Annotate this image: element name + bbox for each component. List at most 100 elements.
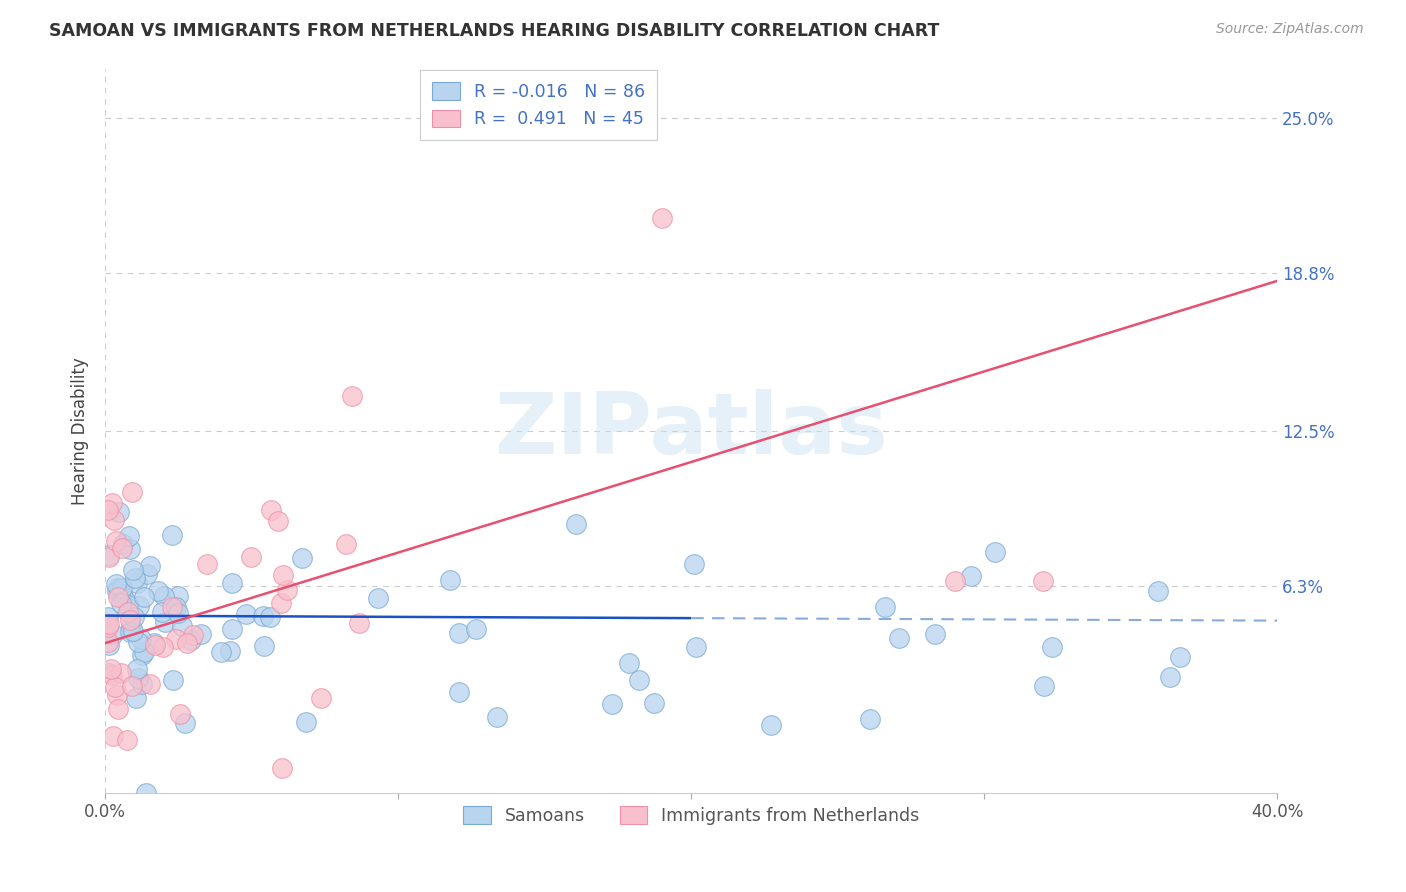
Point (759, 718, 782, 732)
Point (105, 688, 128, 702)
Text: SAMOAN VS IMMIGRANTS FROM NETHERLANDS HEARING DISABILITY CORRELATION CHART: SAMOAN VS IMMIGRANTS FROM NETHERLANDS HE… (49, 22, 939, 40)
Point (117, 598, 139, 612)
Point (101, 668, 124, 682)
Point (105, 584, 128, 599)
Point (449, 626, 471, 640)
Text: Source: ZipAtlas.com: Source: ZipAtlas.com (1216, 22, 1364, 37)
Point (103, 512, 125, 526)
Point (142, 636, 165, 650)
Point (128, 599, 150, 613)
Point (252, 608, 274, 623)
Point (125, 662, 148, 676)
Point (129, 632, 152, 646)
Point (167, 589, 190, 603)
Point (162, 673, 184, 687)
Point (152, 589, 174, 603)
Point (110, 665, 132, 680)
Point (160, 527, 183, 541)
Point (107, 590, 129, 604)
Point (108, 504, 131, 518)
Point (139, 558, 162, 573)
Point (859, 712, 882, 726)
Point (943, 574, 966, 588)
Point (118, 625, 141, 640)
Point (117, 605, 139, 619)
Point (685, 640, 707, 654)
Point (190, 626, 212, 640)
Point (209, 645, 232, 659)
Point (115, 733, 138, 747)
Point (291, 551, 314, 566)
Point (125, 575, 148, 590)
Point (100, 661, 122, 675)
Point (107, 702, 129, 716)
Point (271, 761, 294, 775)
Point (121, 484, 143, 499)
Point (97, 609, 120, 624)
Point (984, 545, 1007, 559)
Point (960, 569, 983, 583)
Point (167, 607, 190, 621)
Point (221, 576, 243, 591)
Point (295, 714, 318, 729)
Point (1159, 670, 1181, 684)
Point (122, 563, 145, 577)
Point (122, 624, 145, 638)
Point (104, 577, 127, 591)
Point (195, 557, 218, 571)
Point (131, 648, 153, 662)
Y-axis label: Hearing Disability: Hearing Disability (72, 357, 89, 505)
Point (98, 549, 121, 564)
Point (120, 613, 142, 627)
Point (150, 605, 173, 619)
Point (121, 679, 143, 693)
Text: ZIPatlas: ZIPatlas (495, 389, 889, 472)
Point (683, 558, 706, 572)
Point (101, 627, 124, 641)
Point (118, 541, 141, 556)
Point (651, 211, 673, 226)
Point (174, 715, 197, 730)
Point (111, 587, 134, 601)
Point (114, 592, 136, 607)
Point (97, 620, 120, 634)
Legend: Samoans, Immigrants from Netherlands: Samoans, Immigrants from Netherlands (453, 796, 929, 835)
Point (240, 550, 263, 565)
Point (98, 665, 121, 680)
Point (111, 581, 134, 595)
Point (153, 615, 176, 629)
Point (439, 573, 461, 587)
Point (176, 635, 198, 649)
Point (1040, 640, 1063, 655)
Point (335, 537, 357, 551)
Point (145, 638, 167, 652)
Point (267, 514, 290, 528)
Point (152, 640, 174, 654)
Point (160, 599, 183, 614)
Point (181, 628, 204, 642)
Point (873, 599, 896, 614)
Point (259, 610, 281, 624)
Point (643, 696, 665, 710)
Point (271, 568, 294, 582)
Point (627, 673, 650, 687)
Point (118, 529, 141, 543)
Point (100, 496, 122, 510)
Point (131, 676, 153, 690)
Point (124, 691, 146, 706)
Point (138, 677, 160, 691)
Point (97, 502, 120, 516)
Point (110, 541, 132, 555)
Point (367, 591, 389, 605)
Point (105, 533, 128, 548)
Point (347, 616, 370, 631)
Point (276, 582, 298, 597)
Point (235, 607, 257, 621)
Point (107, 582, 129, 596)
Point (259, 502, 281, 516)
Point (270, 595, 292, 609)
Point (98, 617, 121, 632)
Point (148, 584, 170, 599)
Point (221, 622, 243, 636)
Point (889, 631, 911, 645)
